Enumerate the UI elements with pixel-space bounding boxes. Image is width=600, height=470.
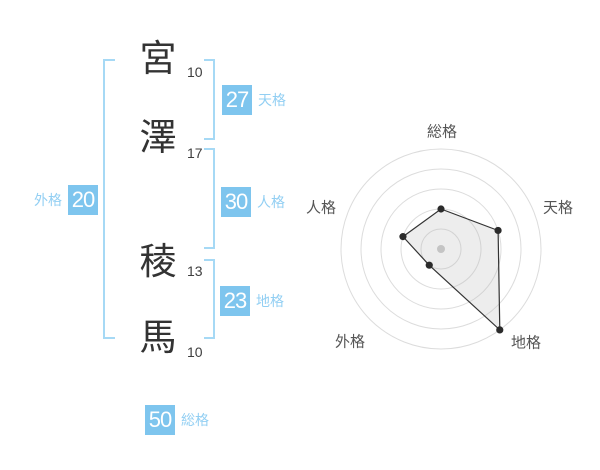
tenkaku-value-badge: 27 xyxy=(222,85,252,115)
gaikaku-bracket xyxy=(103,59,115,339)
tenkaku-group: 27 天格 xyxy=(222,85,286,115)
stroke-count-3: 13 xyxy=(187,263,203,279)
soukaku-label: 総格 xyxy=(181,412,209,428)
tenkaku-bracket xyxy=(204,59,215,140)
radar-axis-label-tenkaku: 天格 xyxy=(542,199,574,217)
chikaku-bracket xyxy=(204,259,215,339)
name-char-1: 宮 xyxy=(139,38,177,79)
jinkaku-value-badge: 30 xyxy=(221,187,251,217)
radar-axis-label-chikaku: 地格 xyxy=(510,334,542,352)
name-char-2: 澤 xyxy=(139,117,177,158)
radar-axis-label-soukaku: 総格 xyxy=(426,123,458,141)
chikaku-group: 23 地格 xyxy=(220,286,284,316)
jinkaku-group: 30 人格 xyxy=(221,187,285,217)
radar-axis-label-gaikaku: 外格 xyxy=(334,333,366,351)
gaikaku-group: 外格 20 xyxy=(34,185,98,215)
stroke-count-2: 17 xyxy=(187,145,203,161)
radar-chart xyxy=(340,148,542,350)
radar-axis-label-jinkaku: 人格 xyxy=(305,199,337,217)
tenkaku-label: 天格 xyxy=(258,92,286,108)
jinkaku-label: 人格 xyxy=(257,194,285,210)
soukaku-group: 50 総格 xyxy=(145,405,209,435)
jinkaku-bracket xyxy=(204,148,215,249)
chikaku-value-badge: 23 xyxy=(220,286,250,316)
gaikaku-value-badge: 20 xyxy=(68,185,98,215)
stroke-count-4: 10 xyxy=(187,344,203,360)
soukaku-value-badge: 50 xyxy=(145,405,175,435)
stroke-count-1: 10 xyxy=(187,64,203,80)
name-char-3: 稜 xyxy=(139,241,177,282)
gaikaku-label: 外格 xyxy=(34,192,62,208)
name-char-4: 馬 xyxy=(139,317,177,358)
chikaku-label: 地格 xyxy=(256,293,284,309)
